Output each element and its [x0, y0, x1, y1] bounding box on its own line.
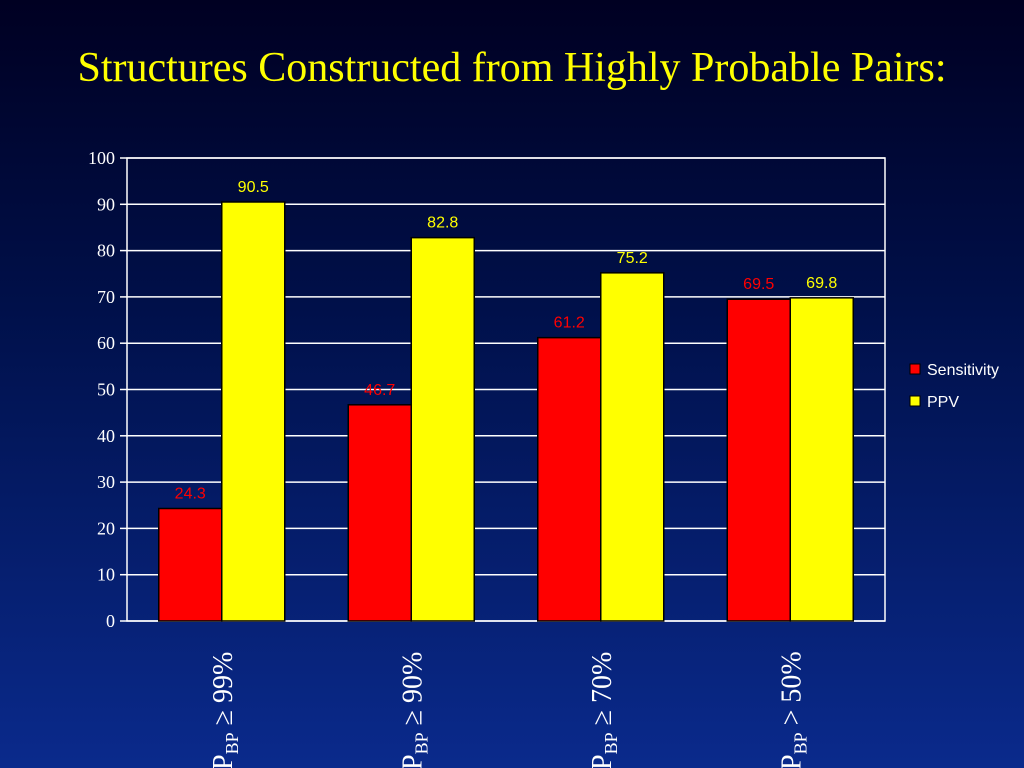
data-label: 82.8: [427, 215, 458, 232]
bar-ppv: [600, 272, 665, 622]
y-tick-label: 70: [97, 287, 115, 307]
y-tick-label: 40: [97, 426, 115, 446]
x-category-label: PBP ≥ 70%: [587, 652, 621, 768]
y-tick-label: 60: [97, 333, 115, 353]
bar-ppv: [410, 236, 475, 622]
bar-sensitivity: [726, 298, 791, 622]
axes: 0 10 20 30 40 50 60 70 80 90 100 PBP ≥ 99% PBP ≥ 90%…: [88, 148, 810, 768]
y-tick-label: 10: [97, 565, 115, 585]
data-label: 90.5: [238, 179, 269, 196]
x-category-label: PBP > 50%: [776, 651, 810, 768]
legend-swatch: [909, 363, 921, 375]
data-label: 61.2: [554, 315, 585, 332]
y-tick-label: 100: [88, 148, 115, 168]
y-tick-label: 80: [97, 241, 115, 261]
data-labels: 24.3 46.7 61.2 69.5 90.5 82.8 75.2 69.8: [175, 179, 838, 503]
y-tick-label: 50: [97, 380, 115, 400]
data-label: 69.5: [743, 276, 774, 293]
bar-sensitivity: [158, 507, 223, 622]
y-tick-label: 90: [97, 194, 115, 214]
x-category-label: PBP ≥ 99%: [208, 652, 242, 768]
bar-sensitivity: [347, 404, 412, 622]
legend: Sensitivity PPV: [909, 362, 999, 411]
bar-ppv: [789, 297, 854, 622]
bar-ppv: [221, 201, 286, 622]
data-label: 24.3: [175, 485, 206, 502]
data-label: 69.8: [806, 275, 837, 292]
y-tick-label: 20: [97, 518, 115, 538]
x-category-label: PBP ≥ 90%: [397, 652, 431, 768]
legend-label: PPV: [927, 394, 959, 411]
y-tick-label: 0: [106, 611, 115, 631]
data-label: 46.7: [364, 382, 395, 399]
y-tick-label: 30: [97, 472, 115, 492]
bars: [158, 201, 854, 622]
legend-label: Sensitivity: [927, 362, 999, 379]
legend-swatch: [909, 395, 921, 407]
bar-sensitivity: [537, 336, 602, 622]
data-label: 75.2: [617, 250, 648, 267]
slide-title: Structures Constructed from Highly Proba…: [77, 45, 947, 91]
